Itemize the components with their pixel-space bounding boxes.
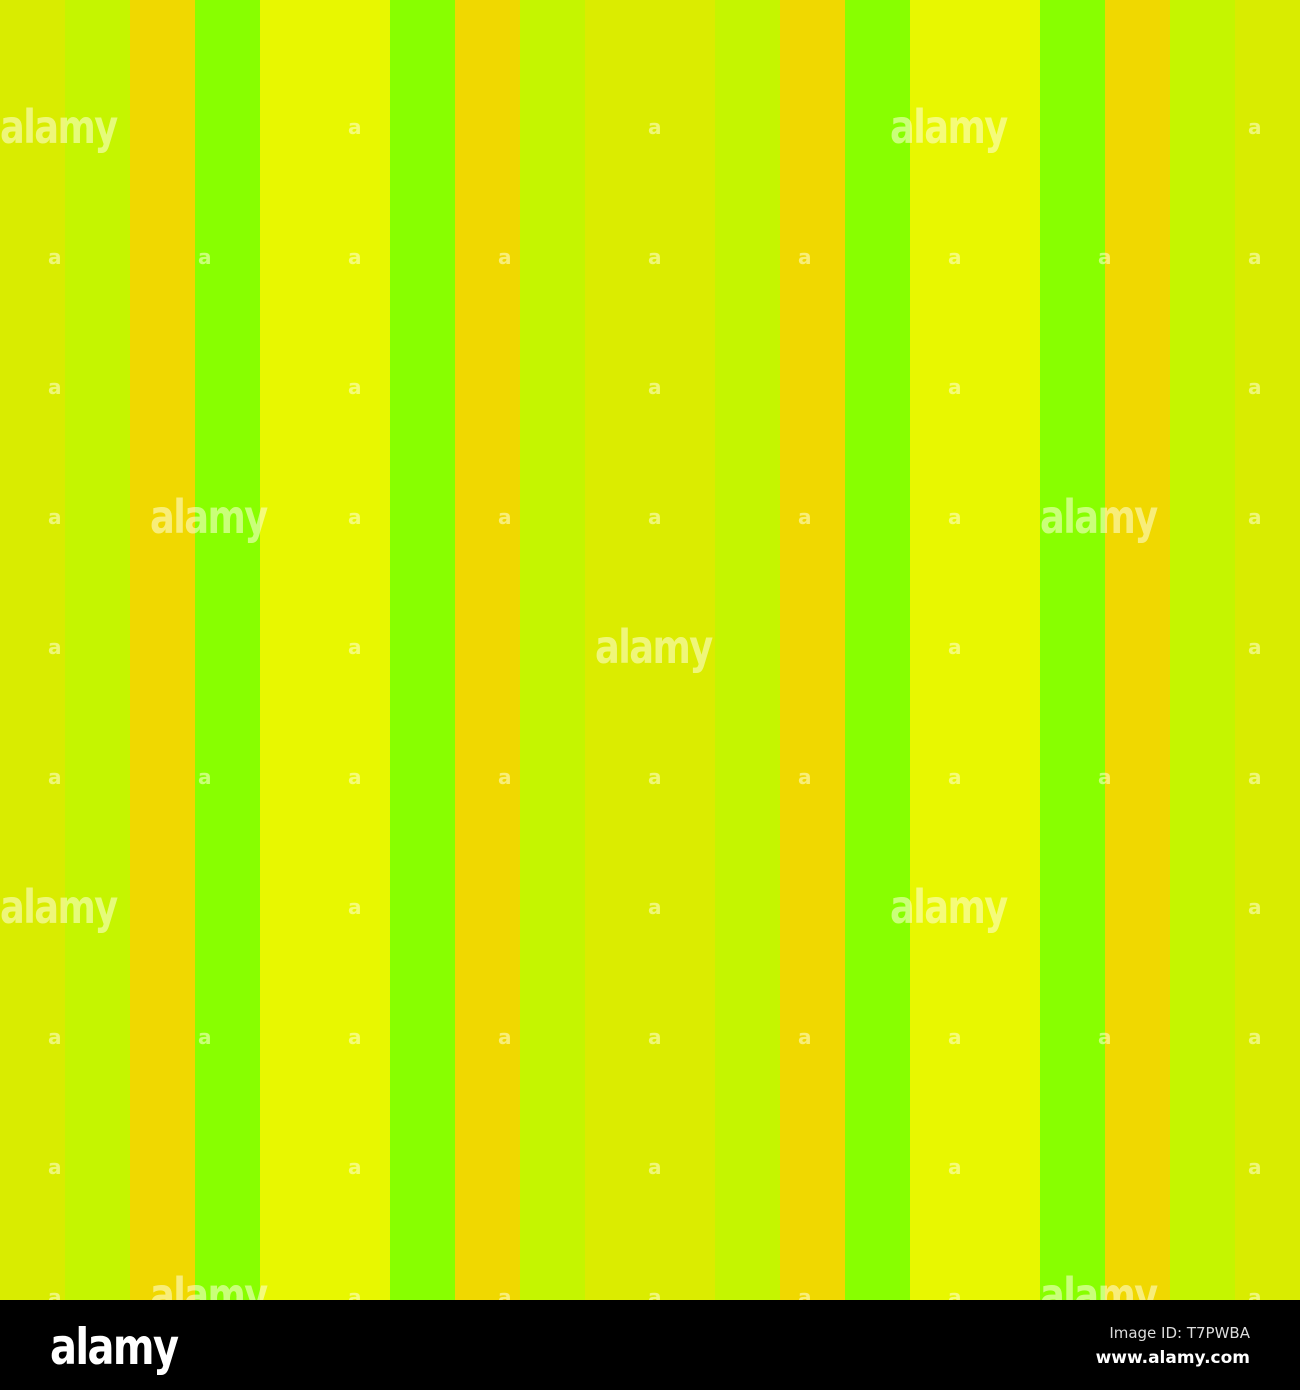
watermark-mark: a (1248, 1285, 1262, 1300)
watermark: alamy (1040, 490, 1158, 544)
watermark-mark: a (948, 1285, 962, 1300)
stripe (455, 0, 520, 1300)
watermark-mark: a (348, 115, 362, 139)
stripe (845, 0, 910, 1300)
watermark-mark: a (48, 1285, 62, 1300)
watermark-mark: a (48, 375, 62, 399)
watermark-mark: a (48, 1025, 62, 1049)
watermark-mark: a (948, 245, 962, 269)
watermark-mark: a (648, 245, 662, 269)
striped-pattern-image: alamy alamy alamy alamy alamy alamy alamy alamy… (0, 0, 1300, 1300)
image-id-label: Image ID: T7PWBA (1109, 1324, 1250, 1342)
stripe (910, 0, 975, 1300)
watermark: alamy (595, 620, 713, 674)
watermark-mark: a (648, 1025, 662, 1049)
site-url: www.alamy.com (1095, 1348, 1250, 1368)
watermark-mark: a (1098, 245, 1112, 269)
watermark-mark: a (948, 375, 962, 399)
watermark-mark: a (1098, 765, 1112, 789)
watermark-mark: a (798, 1285, 812, 1300)
watermark-mark: a (48, 635, 62, 659)
alamy-logo: alamy (50, 1318, 179, 1376)
watermark: alamy (890, 880, 1008, 934)
stripe (0, 0, 65, 1300)
watermark-mark: a (498, 765, 512, 789)
stripe (390, 0, 455, 1300)
watermark-mark: a (1248, 1025, 1262, 1049)
stripe (325, 0, 390, 1300)
watermark-mark: a (648, 1155, 662, 1179)
watermark-mark: a (498, 1025, 512, 1049)
watermark: alamy (0, 880, 118, 934)
watermark-mark: a (48, 765, 62, 789)
watermark-mark: a (648, 375, 662, 399)
watermark-mark: a (348, 895, 362, 919)
watermark: alamy (890, 100, 1008, 154)
watermark-mark: a (648, 895, 662, 919)
watermark-mark: a (948, 505, 962, 529)
watermark-mark: a (498, 1285, 512, 1300)
watermark-mark: a (1248, 765, 1262, 789)
watermark-mark: a (348, 1155, 362, 1179)
watermark-mark: a (348, 765, 362, 789)
watermark-mark: a (798, 505, 812, 529)
watermark-mark: a (48, 1155, 62, 1179)
watermark-mark: a (198, 765, 212, 789)
watermark-mark: a (798, 1025, 812, 1049)
watermark-mark: a (948, 1155, 962, 1179)
stripe (975, 0, 1040, 1300)
watermark-mark: a (1248, 245, 1262, 269)
watermark-mark: a (348, 635, 362, 659)
watermark-mark: a (1248, 635, 1262, 659)
stripe (715, 0, 780, 1300)
stripe (780, 0, 845, 1300)
watermark: alamy (0, 100, 118, 154)
watermark-mark: a (48, 505, 62, 529)
footer-bar: alamy Image ID: T7PWBA www.alamy.com (0, 1300, 1300, 1390)
stripe (1040, 0, 1105, 1300)
watermark: alamy (150, 490, 268, 544)
watermark-mark: a (1248, 1155, 1262, 1179)
stripe (195, 0, 260, 1300)
watermark-mark: a (798, 765, 812, 789)
watermark-mark: a (1248, 375, 1262, 399)
watermark-mark: a (48, 245, 62, 269)
watermark-mark: a (198, 245, 212, 269)
watermark-mark: a (648, 505, 662, 529)
watermark-mark: a (348, 505, 362, 529)
watermark-mark: a (648, 115, 662, 139)
stripe (65, 0, 130, 1300)
stripe (1170, 0, 1235, 1300)
watermark-mark: a (1248, 505, 1262, 529)
watermark-mark: a (648, 765, 662, 789)
watermark-mark: a (1098, 1025, 1112, 1049)
watermark-mark: a (1248, 115, 1262, 139)
stripe (520, 0, 585, 1300)
watermark-mark: a (198, 1025, 212, 1049)
stripe (130, 0, 195, 1300)
stripe (1235, 0, 1300, 1300)
watermark-mark: a (348, 245, 362, 269)
watermark-mark: a (798, 245, 812, 269)
watermark-mark: a (498, 505, 512, 529)
watermark-mark: a (1248, 895, 1262, 919)
stripe (1105, 0, 1170, 1300)
watermark-mark: a (498, 245, 512, 269)
stripe (585, 0, 650, 1300)
watermark-mark: a (948, 765, 962, 789)
stripe (650, 0, 715, 1300)
watermark-mark: a (948, 1025, 962, 1049)
watermark: alamy (1040, 1268, 1158, 1300)
watermark: alamy (150, 1268, 268, 1300)
watermark-mark: a (348, 1025, 362, 1049)
watermark-mark: a (648, 1285, 662, 1300)
watermark-mark: a (348, 1285, 362, 1300)
watermark-mark: a (348, 375, 362, 399)
watermark-mark: a (948, 635, 962, 659)
stripe (260, 0, 325, 1300)
